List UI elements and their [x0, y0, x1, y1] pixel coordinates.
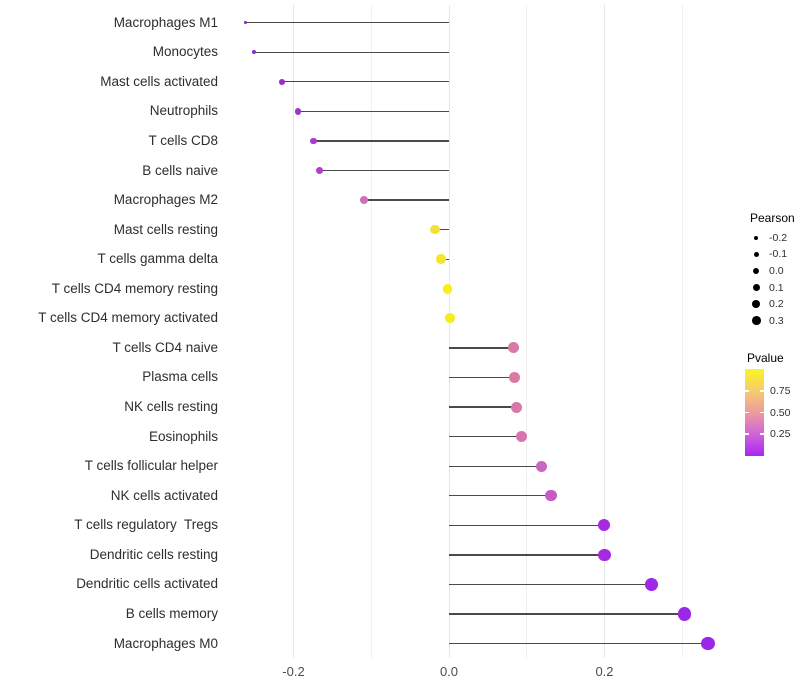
lollipop-stem	[449, 465, 542, 467]
lollipop-dot	[644, 578, 658, 591]
lollipop-dot	[295, 108, 302, 115]
x-axis-tick-label: 0.0	[439, 664, 459, 679]
y-axis-label: T cells CD8	[148, 132, 218, 148]
x-axis-tick-label: -0.2	[282, 664, 305, 679]
lollipop-stem	[449, 554, 605, 556]
color-legend-title: Pvalue	[747, 351, 784, 365]
y-axis-label: B cells memory	[125, 606, 218, 621]
size-legend-title: Pearson	[750, 211, 795, 225]
gridline-minor	[370, 5, 372, 658]
y-axis-label: T cells follicular helper	[84, 458, 218, 474]
lollipop-stem	[435, 229, 449, 231]
lollipop-stem	[449, 347, 514, 349]
lollipop-stem	[253, 51, 449, 53]
lollipop-dot	[511, 401, 523, 413]
y-axis-label: B cells naive	[142, 162, 218, 178]
y-axis-label: T cells CD4 naive	[112, 339, 218, 355]
lollipop-dot	[442, 283, 453, 294]
colorbar-label: 0.75	[770, 384, 791, 397]
gridline-minor	[681, 5, 683, 658]
gridline-major	[604, 5, 605, 658]
y-axis-label: NK cells resting	[124, 399, 218, 415]
y-axis-label: Dendritic cells activated	[76, 576, 218, 592]
lollipop-dot	[701, 636, 715, 651]
size-legend-label: 0.3	[769, 314, 784, 327]
lollipop-dot	[243, 21, 247, 25]
y-axis-label: Eosinophils	[148, 428, 218, 444]
lollipop-dot	[316, 167, 324, 174]
lollipop-stem	[319, 169, 449, 172]
y-axis-label: Monocytes	[152, 44, 218, 60]
size-legend-label: -0.1	[769, 248, 788, 261]
lollipop-dot	[508, 342, 519, 354]
size-legend-label: -0.2	[769, 231, 788, 244]
y-axis-label: Plasma cells	[142, 369, 218, 385]
y-axis-label: Mast cells resting	[113, 221, 218, 237]
lollipop-dot	[310, 137, 318, 145]
size-legend-label: 0.2	[769, 298, 784, 311]
y-axis-label: NK cells activated	[110, 487, 218, 503]
size-legend-label: 0.0	[769, 265, 784, 277]
lollipop-dot	[278, 78, 285, 85]
lollipop-dot	[598, 548, 611, 561]
y-axis-label: Dendritic cells resting	[89, 546, 218, 562]
lollipop-stem	[449, 406, 517, 408]
x-axis-tick-label: 0.2	[595, 664, 614, 679]
lollipop-dot	[597, 519, 610, 532]
gridline-minor	[526, 5, 528, 658]
size-legend-dot	[752, 300, 761, 309]
size-legend-dot	[753, 267, 760, 275]
lollipop-dot	[677, 607, 692, 621]
lollipop-stem	[449, 613, 685, 615]
gridline-major	[448, 5, 450, 658]
pvalue-colorbar	[745, 369, 764, 456]
lollipop-stem	[449, 583, 652, 586]
y-axis-label: T cells gamma delta	[97, 251, 218, 267]
lollipop-stem	[281, 81, 449, 83]
lollipop-dot	[436, 254, 447, 265]
lollipop-stem	[449, 642, 708, 645]
colorbar-tick	[760, 411, 764, 414]
y-axis-label: Macrophages M1	[113, 14, 218, 30]
y-axis-label: Mast cells activated	[100, 73, 218, 89]
colorbar-label: 0.25	[770, 428, 791, 441]
colorbar-tick	[760, 433, 764, 436]
lollipop-dot	[535, 460, 548, 472]
lollipop-dot	[444, 313, 455, 324]
lollipop-stem	[449, 435, 522, 438]
y-axis-label: T cells regulatory Tregs	[74, 517, 218, 533]
y-axis-label: Neutrophils	[149, 103, 218, 119]
size-legend-dot	[753, 251, 759, 258]
lollipop-stem	[298, 110, 449, 113]
size-legend-dot	[752, 284, 760, 292]
lollipop-dot	[508, 372, 520, 383]
colorbar-tick	[745, 411, 749, 414]
size-legend-dot	[754, 235, 759, 240]
y-axis-label: Macrophages M0	[113, 635, 218, 651]
gridline-major	[293, 5, 294, 658]
colorbar-tick	[745, 389, 749, 392]
size-legend-dot	[751, 316, 761, 326]
size-legend-label: 0.1	[769, 281, 784, 294]
lollipop-dot	[360, 196, 369, 205]
lollipop-dot	[545, 490, 557, 502]
colorbar-label: 0.50	[770, 406, 791, 419]
lollipop-dot	[515, 431, 527, 443]
colorbar-tick	[745, 433, 749, 436]
y-axis-label: T cells CD4 memory activated	[38, 310, 218, 326]
lollipop-dot	[430, 224, 440, 235]
y-axis-label: T cells CD4 memory resting	[51, 280, 218, 296]
lollipop-dot	[251, 50, 256, 55]
lollipop-stem	[245, 22, 449, 24]
lollipop-stem	[449, 495, 551, 497]
colorbar-tick	[760, 389, 764, 392]
lollipop-stem	[313, 140, 449, 142]
lollipop-stem	[449, 524, 604, 526]
y-axis-label: Macrophages M2	[113, 192, 218, 208]
lollipop-stem	[364, 199, 449, 201]
lollipop-stem	[449, 376, 515, 379]
